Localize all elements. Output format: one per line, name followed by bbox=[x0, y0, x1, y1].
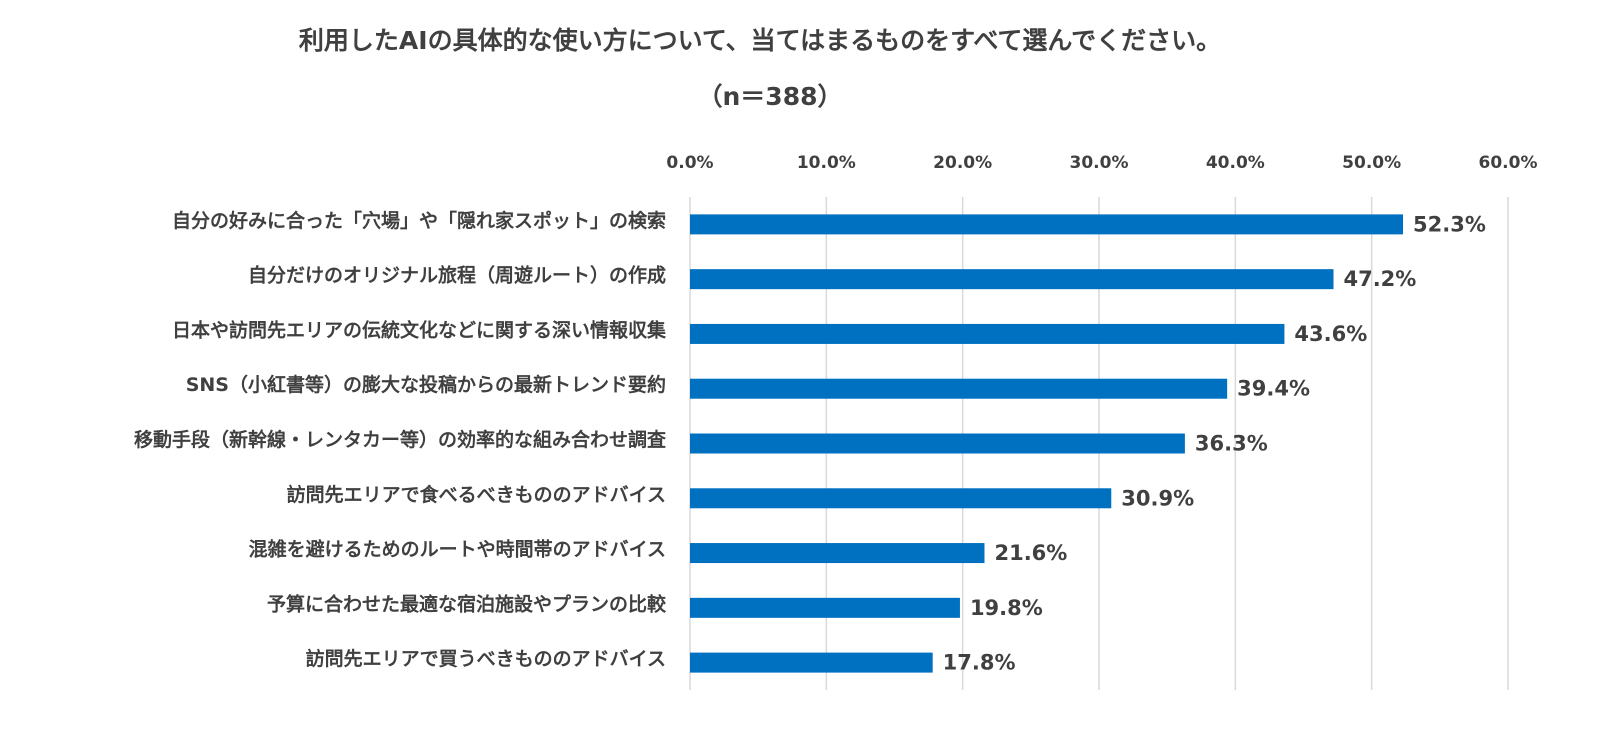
value-label: 30.9% bbox=[1121, 486, 1194, 510]
x-tick-label: 0.0% bbox=[666, 153, 713, 173]
x-tick-label: 50.0% bbox=[1342, 153, 1401, 173]
x-tick-label: 30.0% bbox=[1070, 153, 1129, 173]
y-tick-label: 予算に合わせた最適な宿泊施設やプランの比較 bbox=[267, 592, 667, 615]
bar bbox=[690, 433, 1185, 454]
bar bbox=[690, 597, 960, 618]
value-label: 17.8% bbox=[943, 651, 1016, 675]
bar bbox=[690, 543, 985, 564]
x-tick-label: 60.0% bbox=[1479, 153, 1538, 173]
y-tick-label: 混雑を避けるためのルートや時間帯のアドバイス bbox=[249, 538, 666, 561]
bar bbox=[690, 378, 1228, 399]
y-tick-label: 移動手段（新幹線・レンタカー等）の効率的な組み合わせ調査 bbox=[134, 428, 667, 451]
y-tick-label: 自分の好みに合った「穴場」や「隠れ家スポット」の検索 bbox=[172, 209, 666, 232]
y-tick-label: 訪問先エリアで食べるべきもののアドバイス bbox=[287, 483, 666, 506]
x-tick-label: 10.0% bbox=[797, 153, 856, 173]
value-label: 19.8% bbox=[970, 596, 1043, 620]
bar bbox=[690, 652, 933, 673]
chart-title: 利用したAIの具体的な使い方について、当てはまるものをすべて選んでください。 bbox=[299, 26, 1221, 55]
y-tick-label: 自分だけのオリジナル旅程（周遊ルート）の作成 bbox=[248, 264, 666, 287]
bar bbox=[690, 269, 1334, 290]
y-tick-label: 訪問先エリアで買うべきもののアドバイス bbox=[306, 647, 666, 670]
value-label: 43.6% bbox=[1294, 322, 1367, 346]
bar bbox=[690, 214, 1404, 235]
bar bbox=[690, 323, 1285, 344]
value-label: 47.2% bbox=[1343, 267, 1416, 291]
value-label: 52.3% bbox=[1413, 212, 1486, 236]
y-tick-label: 日本や訪問先エリアの伝統文化などに関する深い情報収集 bbox=[172, 318, 667, 341]
chart-subtitle: （n＝388） bbox=[698, 82, 843, 111]
bar bbox=[690, 488, 1112, 509]
x-tick-label: 20.0% bbox=[933, 153, 992, 173]
value-label: 21.6% bbox=[994, 541, 1067, 565]
value-label: 39.4% bbox=[1237, 377, 1310, 401]
value-label: 36.3% bbox=[1195, 432, 1268, 456]
x-tick-label: 40.0% bbox=[1206, 153, 1265, 173]
y-tick-label: SNS（小紅書等）の膨大な投稿からの最新トレンド要約 bbox=[186, 373, 666, 396]
